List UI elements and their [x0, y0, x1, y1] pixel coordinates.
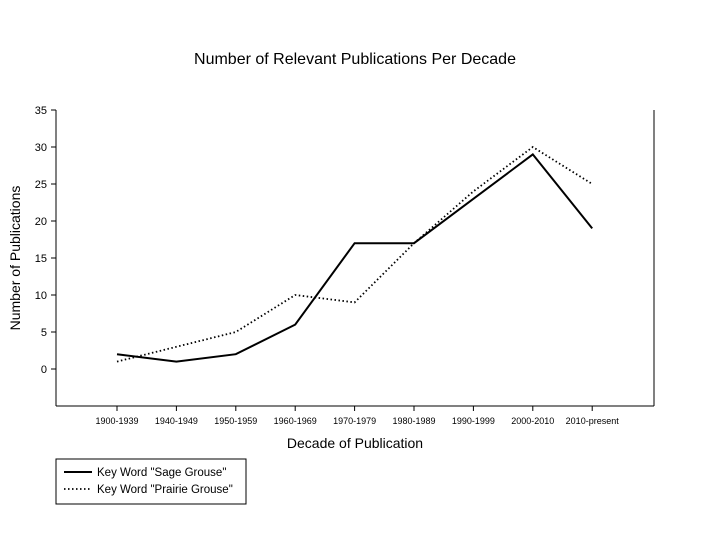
legend-box	[55, 458, 247, 505]
plot-area: 0 5 10 15 20 25 30 35 1900-1939 1940-1949 1950-19…	[35, 105, 655, 426]
y-ticks: 0 5 10 15 20 25 30 35	[35, 105, 56, 376]
y-tick-label: 5	[41, 327, 47, 339]
y-tick-label: 0	[41, 364, 47, 376]
y-tick-label: 15	[35, 253, 47, 265]
x-tick-label: 1950-1959	[214, 416, 257, 426]
chart-title: Number of Relevant Publications Per Deca…	[194, 51, 516, 68]
x-tick-label: 1960-1969	[274, 416, 317, 426]
series-line-prairie-grouse	[116, 145, 593, 363]
y-tick-label: 35	[35, 105, 47, 117]
y-tick-label: 20	[35, 216, 47, 228]
series-lines	[116, 145, 593, 363]
x-ticks: 1900-1939 1940-1949 1950-1959 1960-1969 1970…	[95, 406, 619, 426]
y-axis-label: Number of Publications	[7, 186, 23, 331]
x-axis-label: Decade of Publication	[287, 435, 423, 451]
x-tick-label: 1900-1939	[95, 416, 138, 426]
legend-label-sage: Key Word "Sage Grouse"	[97, 467, 226, 479]
legend: Key Word "Sage Grouse" Key Word "Prairie…	[55, 458, 247, 505]
x-tick-label: 2000-2010	[511, 416, 554, 426]
legend-label-prairie: Key Word "Prairie Grouse"	[97, 484, 233, 496]
series-line-sage-grouse	[116, 153, 593, 363]
y-tick-label: 10	[35, 290, 47, 302]
x-tick-label: 2010-present	[566, 416, 620, 426]
x-tick-label: 1980-1989	[392, 416, 435, 426]
x-tick-label: 1940-1949	[155, 416, 198, 426]
x-tick-label: 1970-1979	[333, 416, 376, 426]
y-tick-label: 25	[35, 179, 47, 191]
y-tick-label: 30	[35, 142, 47, 154]
x-tick-label: 1990-1999	[452, 416, 495, 426]
